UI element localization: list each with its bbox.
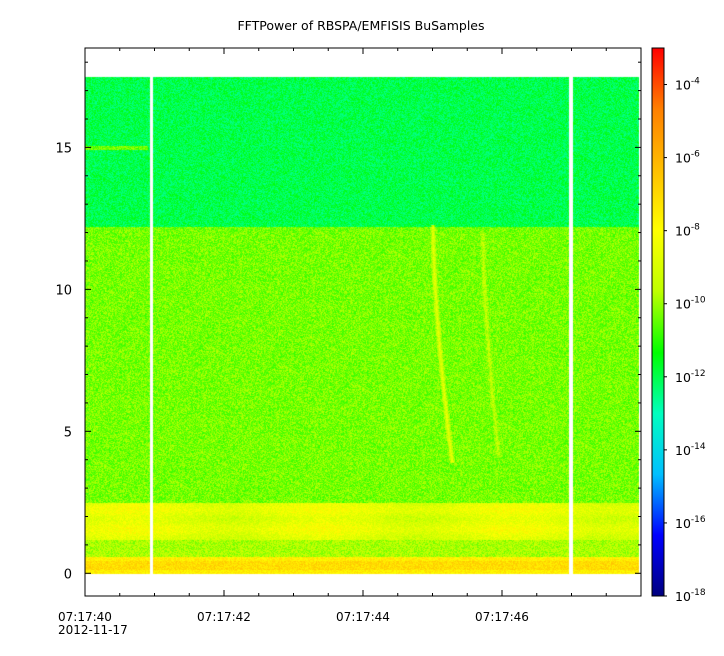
colorbar-tick-label: 10-14 <box>675 442 706 458</box>
y-tick-label: 15 <box>55 141 72 156</box>
x-axis-start-date: 2012-11-17 <box>58 623 128 637</box>
colorbar-tick-label: 10-4 <box>675 77 700 93</box>
y-tick-label: 5 <box>64 425 72 440</box>
colorbar-tick-label: 10-16 <box>675 515 706 531</box>
x-tick-label: 07:17:46 <box>475 610 529 624</box>
colorbar: 10-18 10-16 10-14 10-12 10-10 10-8 10-6 10-4 <box>651 47 706 604</box>
colorbar-tick-label: 10-12 <box>675 369 706 385</box>
colorbar-gradient <box>651 47 665 597</box>
x-tick-label: 07:17:40 <box>58 610 112 624</box>
colorbar-tick-label: 10-18 <box>675 588 706 604</box>
plot-area <box>84 47 642 597</box>
x-tick-label: 07:17:42 <box>197 610 251 624</box>
spectrogram-image <box>85 48 641 596</box>
colorbar-tick-label: 10-6 <box>675 150 700 166</box>
x-axis: 07:17:40 07:17:42 07:17:44 07:17:46 <box>58 48 607 624</box>
y-axis: 0 5 10 15 <box>55 61 641 582</box>
colorbar-tick-label: 10-8 <box>675 223 700 239</box>
colorbar-tick-label: 10-10 <box>675 296 706 312</box>
y-tick-label: 10 <box>55 283 72 298</box>
chart-title: FFTPower of RBSPA/EMFISIS BuSamples <box>237 18 484 33</box>
colorbar-ticks: 10-18 10-16 10-14 10-12 10-10 10-8 10-6 10-4 <box>664 77 706 604</box>
y-tick-label: 0 <box>64 567 72 582</box>
x-tick-label: 07:17:44 <box>336 610 390 624</box>
